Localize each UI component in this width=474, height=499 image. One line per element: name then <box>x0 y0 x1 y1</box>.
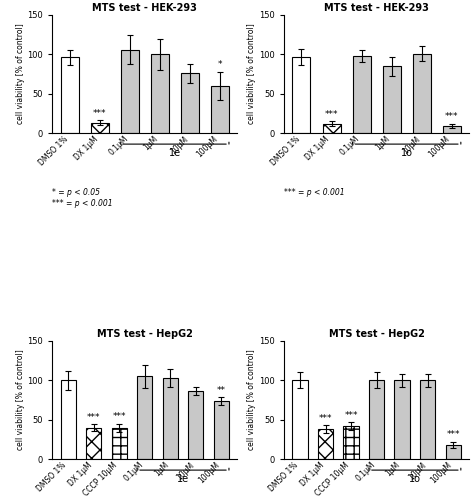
Text: ***: *** <box>325 110 338 119</box>
Title: MTS test - HEK-293: MTS test - HEK-293 <box>92 3 197 13</box>
Bar <box>369 380 384 459</box>
Text: ***: *** <box>447 431 460 440</box>
Y-axis label: cell viability [% of control]: cell viability [% of control] <box>247 23 256 124</box>
Bar <box>151 54 169 133</box>
Bar <box>420 380 435 459</box>
Text: ***: *** <box>93 109 106 118</box>
Title: MTS test - HEK-293: MTS test - HEK-293 <box>324 3 429 13</box>
Bar <box>446 445 461 459</box>
Bar <box>61 380 76 459</box>
Text: 1o: 1o <box>409 474 421 484</box>
Bar <box>394 380 410 459</box>
Text: ***: *** <box>319 414 332 423</box>
Title: MTS test - HepG2: MTS test - HepG2 <box>97 329 193 339</box>
Text: ***: *** <box>112 412 126 421</box>
Bar <box>61 57 79 133</box>
Bar <box>188 391 203 459</box>
Bar <box>137 376 153 459</box>
Text: ***: *** <box>87 413 100 422</box>
Bar <box>413 53 431 133</box>
Bar <box>214 401 229 459</box>
Bar <box>383 66 401 133</box>
Y-axis label: cell viability [% of control]: cell viability [% of control] <box>16 23 25 124</box>
Title: MTS test - HepG2: MTS test - HepG2 <box>328 329 425 339</box>
Bar <box>211 86 229 133</box>
Text: 1e: 1e <box>177 474 189 484</box>
Bar <box>318 429 333 459</box>
Bar <box>181 73 199 133</box>
Bar <box>121 49 139 133</box>
Text: **: ** <box>217 386 226 395</box>
Text: * = p < 0.05: * = p < 0.05 <box>52 188 100 197</box>
Text: ***: *** <box>345 411 358 420</box>
Text: *** = p < 0.001: *** = p < 0.001 <box>52 199 113 208</box>
Bar <box>322 124 340 133</box>
Bar <box>163 378 178 459</box>
Y-axis label: cell viability [% of control]: cell viability [% of control] <box>247 350 256 451</box>
Text: 1o: 1o <box>401 148 413 158</box>
Bar <box>344 426 359 459</box>
Text: *: * <box>218 60 222 69</box>
Bar <box>353 56 371 133</box>
Text: ***: *** <box>445 112 458 121</box>
Y-axis label: cell viability [% of control]: cell viability [% of control] <box>16 350 25 451</box>
Text: *** = p < 0.001: *** = p < 0.001 <box>284 188 345 197</box>
Text: 1e: 1e <box>169 148 181 158</box>
Bar <box>292 380 308 459</box>
Bar <box>292 57 310 133</box>
Bar <box>443 126 461 133</box>
Bar <box>111 428 127 459</box>
Bar <box>86 428 101 459</box>
Bar <box>91 123 109 133</box>
